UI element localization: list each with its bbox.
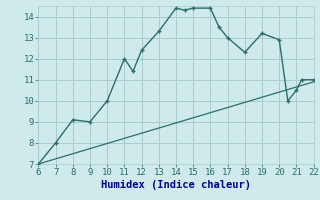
X-axis label: Humidex (Indice chaleur): Humidex (Indice chaleur)	[101, 180, 251, 190]
